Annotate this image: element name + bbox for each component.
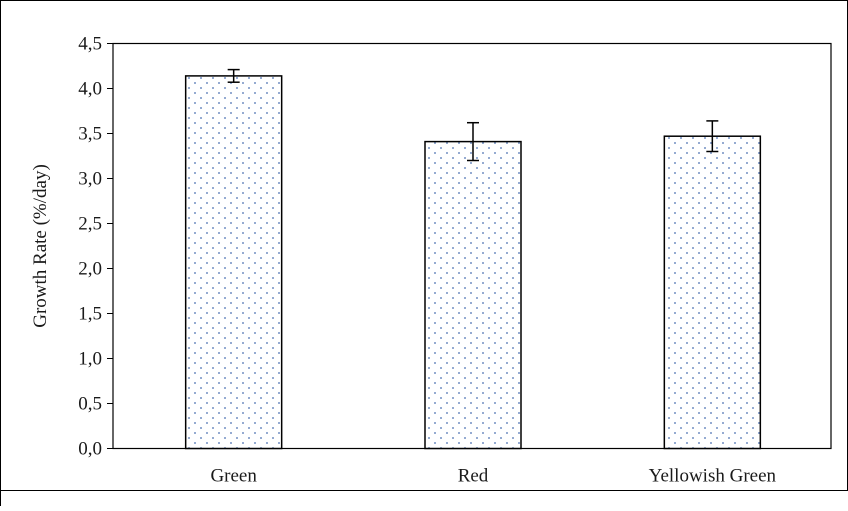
y-axis-label: Growth Rate (%/day) — [30, 164, 51, 328]
y-tick-label-5: 2,5 — [78, 214, 102, 235]
bars — [184, 75, 762, 450]
x-tick-label-1: Red — [458, 466, 489, 487]
error-bars — [227, 68, 719, 162]
y-tick-label-4: 2,0 — [78, 259, 102, 280]
bar-yellowish-green — [663, 135, 762, 450]
x-tick-label-2: Yellowish Green — [649, 466, 777, 487]
y-tick-label-6: 3,0 — [78, 169, 102, 190]
y-tick-label-8: 4,0 — [78, 79, 102, 100]
y-tick-label-2: 1,0 — [78, 349, 102, 370]
y-axis: 0,0 0,5 1,0 1,5 2,0 2,5 3,0 3,5 4,0 4,5 — [78, 34, 113, 460]
y-tick-label-1: 0,5 — [78, 394, 102, 415]
y-tick-label-0: 0,0 — [78, 439, 102, 460]
x-tick-label-0: Green — [210, 466, 257, 487]
x-axis: Green Red Yellowish Green — [210, 466, 776, 487]
y-tick-label-9: 4,5 — [78, 34, 102, 55]
y-tick-label-3: 1,5 — [78, 304, 102, 325]
y-tick-label-7: 3,5 — [78, 124, 102, 145]
bar-red — [424, 140, 522, 450]
bar-green — [184, 75, 283, 450]
